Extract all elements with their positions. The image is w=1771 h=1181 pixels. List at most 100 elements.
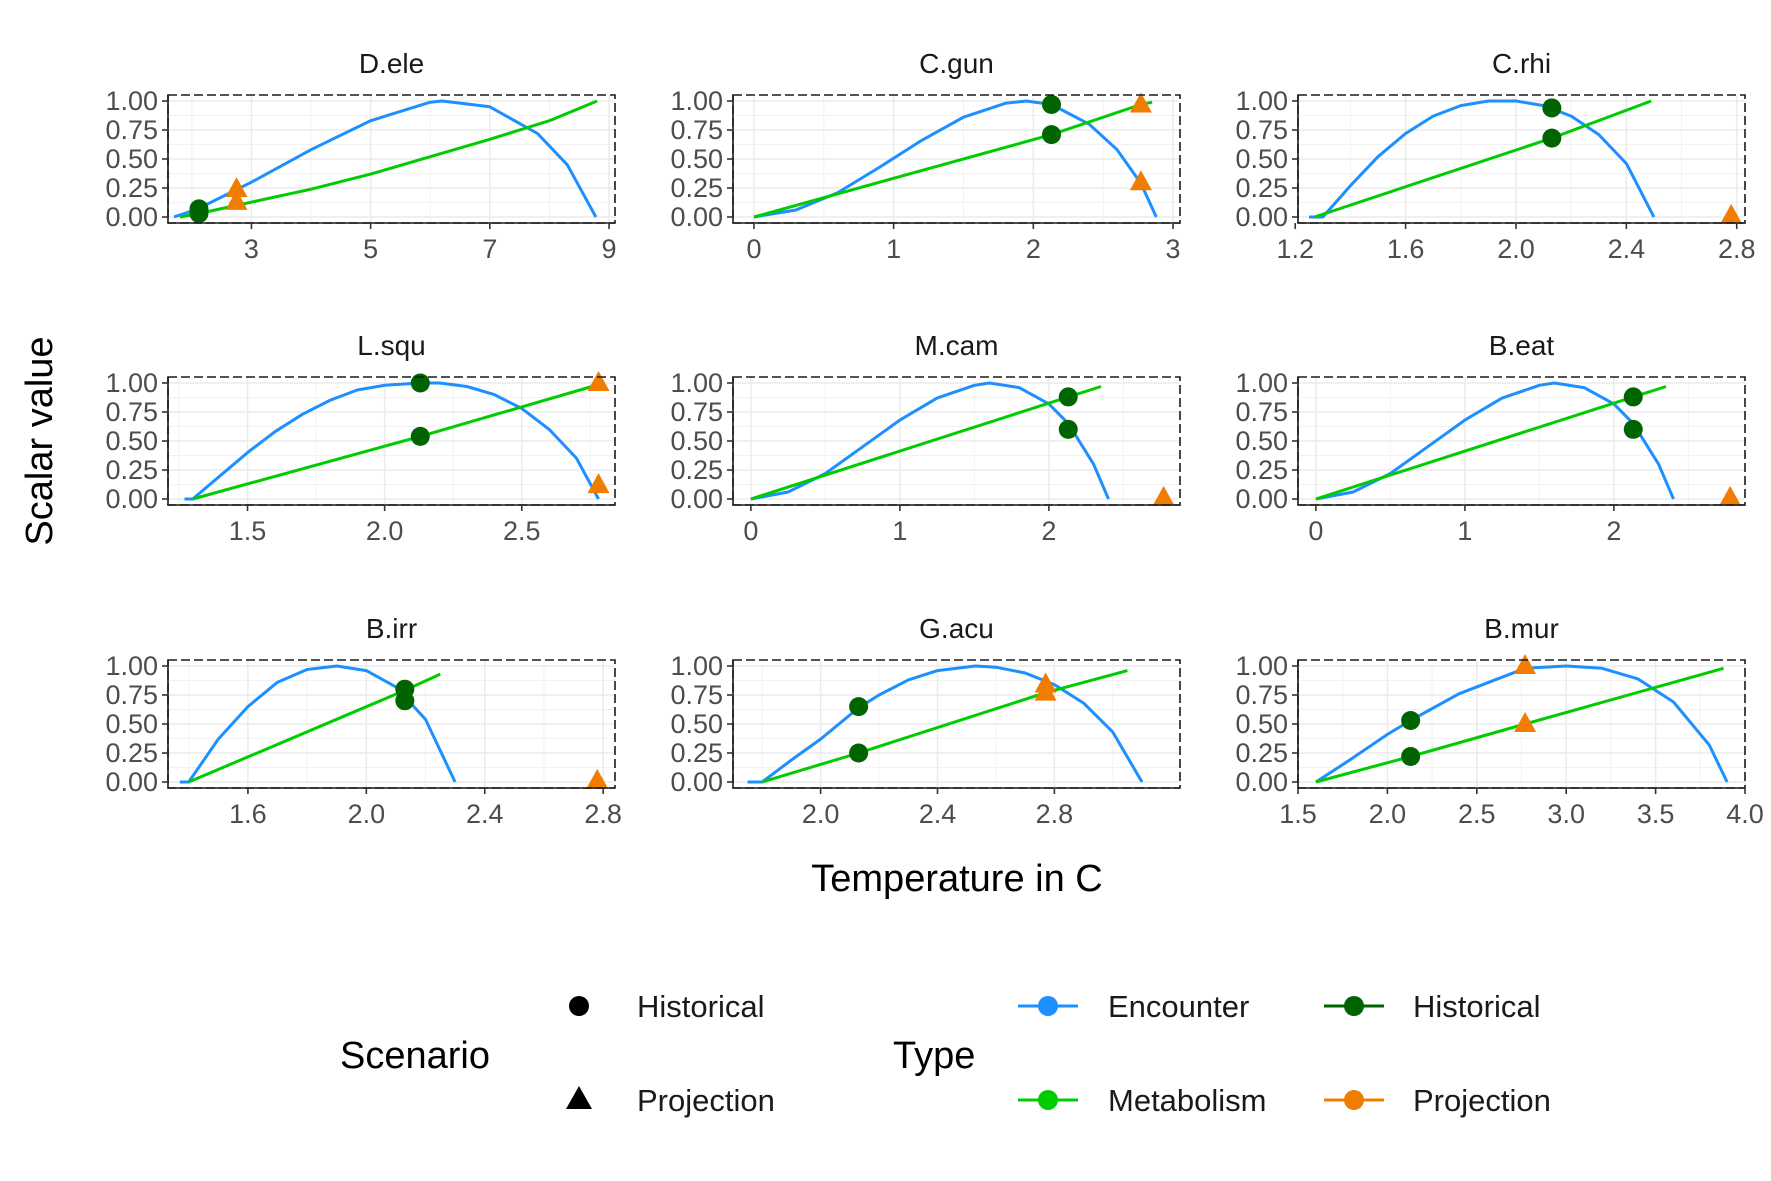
y-tick-label: 0.75 bbox=[105, 397, 158, 427]
legend-type-projection-label: Projection bbox=[1413, 1083, 1551, 1118]
y-tick-label: 1.00 bbox=[1235, 368, 1288, 398]
legend-circle-marker bbox=[569, 996, 589, 1016]
encounter-line bbox=[1315, 664, 1729, 784]
historical-point bbox=[1542, 128, 1562, 148]
y-tick-label: 1.00 bbox=[670, 86, 723, 116]
historical-point bbox=[1401, 746, 1421, 766]
historical-point bbox=[1623, 419, 1643, 439]
y-tick-label: 0.50 bbox=[1235, 144, 1288, 174]
encounter-line bbox=[184, 381, 600, 501]
legend: Scenario Historical Projection Type Enco… bbox=[340, 989, 1551, 1118]
projection-point bbox=[225, 189, 248, 210]
x-tick-label: 2.8 bbox=[1718, 234, 1756, 264]
x-tick-label: 2.0 bbox=[1369, 799, 1407, 829]
x-tick-label: 1.6 bbox=[1387, 234, 1425, 264]
historical-point bbox=[189, 204, 209, 224]
panel-title: B.eat bbox=[1489, 330, 1555, 361]
y-tick-label: 0.75 bbox=[670, 397, 723, 427]
y-tick-label: 0.25 bbox=[1235, 455, 1288, 485]
panel-title: L.squ bbox=[357, 330, 426, 361]
legend-triangle-marker bbox=[566, 1086, 592, 1109]
x-tick-label: 2.0 bbox=[802, 799, 840, 829]
x-tick-label: 2.8 bbox=[584, 799, 622, 829]
x-tick-label: 2 bbox=[1041, 516, 1056, 546]
x-tick-label: 2.4 bbox=[1608, 234, 1646, 264]
legend-type-historical: Historical bbox=[1324, 989, 1540, 1024]
y-axis-title: Scalar value bbox=[19, 336, 61, 545]
legend-dot-historical bbox=[1344, 996, 1364, 1016]
y-tick-label: 0.00 bbox=[105, 767, 158, 797]
legend-type-encounter: Encounter bbox=[1018, 989, 1249, 1024]
panel-c-rhi: 0.000.250.500.751.00 1.2 1.6 2.0 2.4 2.8 C.rhi bbox=[1235, 48, 1755, 264]
x-tick-label: 7 bbox=[482, 234, 497, 264]
y-tick-label: 0.00 bbox=[1235, 202, 1288, 232]
x-tick-label: 2.4 bbox=[919, 799, 957, 829]
x-tick-label: 2 bbox=[1606, 516, 1621, 546]
historical-point bbox=[1041, 94, 1061, 114]
historical-point bbox=[1058, 387, 1078, 407]
y-tick-label: 0.25 bbox=[105, 173, 158, 203]
panel-title: G.acu bbox=[919, 613, 994, 644]
y-tick-label: 0.00 bbox=[670, 202, 723, 232]
legend-scenario-projection: Projection bbox=[566, 1083, 775, 1118]
panel-m-cam: 0.000.250.500.751.00 0 1 2 M.cam bbox=[670, 330, 1181, 546]
panel-d-ele: 0.000.250.500.751.00 3 5 7 9 D.ele bbox=[105, 48, 616, 264]
legend-dot-projection bbox=[1344, 1090, 1364, 1110]
x-tick-label: 2 bbox=[1026, 234, 1041, 264]
projection-point bbox=[587, 473, 610, 494]
y-tick-label: 0.25 bbox=[105, 738, 158, 768]
x-tick-label: 0 bbox=[743, 516, 758, 546]
y-tick-label: 0.00 bbox=[670, 767, 723, 797]
encounter-line bbox=[1309, 99, 1656, 219]
y-tick-label: 0.75 bbox=[105, 115, 158, 145]
y-tick-label: 1.00 bbox=[105, 651, 158, 681]
y-tick-label: 0.00 bbox=[1235, 767, 1288, 797]
y-tick-label: 0.00 bbox=[105, 202, 158, 232]
x-tick-label: 3 bbox=[244, 234, 259, 264]
x-axis-title: Temperature in C bbox=[811, 858, 1102, 900]
y-tick-label: 0.00 bbox=[105, 484, 158, 514]
x-tick-label: 2.5 bbox=[503, 516, 541, 546]
legend-type-title: Type bbox=[893, 1035, 975, 1077]
x-tick-label: 2.0 bbox=[1497, 234, 1535, 264]
y-tick-label: 1.00 bbox=[105, 86, 158, 116]
legend-type-metabolism: Metabolism bbox=[1018, 1083, 1267, 1118]
projection-point bbox=[1514, 712, 1537, 732]
projection-point bbox=[225, 177, 248, 198]
legend-scenario-historical-label: Historical bbox=[637, 989, 764, 1024]
x-tick-label: 3.5 bbox=[1637, 799, 1675, 829]
historical-point bbox=[1623, 387, 1643, 407]
projection-point bbox=[1719, 485, 1742, 506]
y-tick-label: 0.50 bbox=[105, 426, 158, 456]
x-tick-label: 2.8 bbox=[1036, 799, 1074, 829]
metabolism-line bbox=[1315, 666, 1724, 784]
panel-title: C.gun bbox=[919, 48, 994, 79]
y-tick-label: 0.50 bbox=[1235, 426, 1288, 456]
metabolism-line bbox=[761, 669, 1128, 784]
y-tick-label: 0.50 bbox=[670, 709, 723, 739]
y-tick-label: 0.50 bbox=[670, 144, 723, 174]
y-tick-label: 0.25 bbox=[105, 455, 158, 485]
legend-dot-metabolism bbox=[1038, 1090, 1058, 1110]
historical-point bbox=[849, 743, 869, 763]
panel-g-acu: 0.000.250.500.751.00 2.0 2.4 2.8 G.acu bbox=[670, 613, 1181, 829]
y-tick-label: 0.25 bbox=[1235, 738, 1288, 768]
x-tick-label: 1.5 bbox=[1279, 799, 1317, 829]
y-tick-label: 0.25 bbox=[1235, 173, 1288, 203]
legend-type-projection: Projection bbox=[1324, 1083, 1551, 1118]
panel-title: M.cam bbox=[915, 330, 999, 361]
projection-point bbox=[1034, 680, 1057, 701]
y-tick-label: 0.25 bbox=[670, 173, 723, 203]
historical-point bbox=[1401, 711, 1421, 731]
panel-c-gun: 0.000.250.500.751.00 0 1 2 3 C.gun bbox=[670, 48, 1181, 264]
x-tick-label: 2.0 bbox=[366, 516, 404, 546]
legend-type-metabolism-label: Metabolism bbox=[1108, 1083, 1267, 1118]
x-tick-label: 9 bbox=[602, 234, 617, 264]
legend-type-historical-label: Historical bbox=[1413, 989, 1540, 1024]
y-tick-label: 1.00 bbox=[670, 651, 723, 681]
x-tick-label: 1 bbox=[892, 516, 907, 546]
projection-point bbox=[1129, 170, 1152, 191]
x-tick-label: 1.5 bbox=[229, 516, 267, 546]
panel-b-irr: 0.000.250.500.751.00 1.6 2.0 2.4 2.8 B.irr bbox=[105, 613, 621, 829]
x-tick-label: 1 bbox=[886, 234, 901, 264]
